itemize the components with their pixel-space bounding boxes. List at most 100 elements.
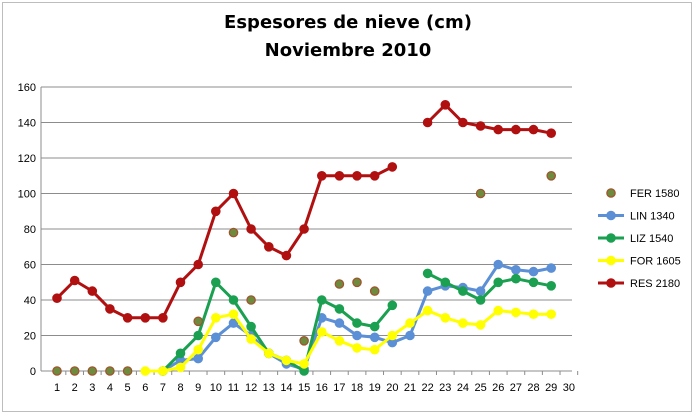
point-res-2180-day-17 [334,171,345,181]
x-tick-label-3: 3 [89,382,95,394]
point-res-2180-day-12 [246,224,256,234]
point-liz-1540-day-26 [493,277,503,288]
point-res-2180-day-16 [316,171,327,181]
y-tick-label-20: 20 [24,331,36,343]
point-liz-1540-day-10 [211,277,221,288]
point-lin-1340-day-29 [546,263,556,273]
point-for-1605-day-15 [299,359,309,369]
x-tick-label-19: 19 [369,382,381,394]
x-tick-label-17: 17 [333,382,345,394]
point-for-1605-day-6 [140,366,151,376]
point-for-1605-day-17 [334,335,345,346]
point-res-2180-day-13 [263,242,274,252]
point-res-2180-day-3 [87,286,98,296]
x-tick-label-29: 29 [545,382,557,394]
grid-lines [41,86,572,336]
x-tick-label-4: 4 [107,382,113,394]
series-line-for-1605 [145,309,552,373]
point-for-1605-day-7 [158,366,168,376]
point-for-1605-day-20 [387,330,398,341]
point-res-2180-day-25 [475,121,486,131]
legend-marker-lin-1340 [606,210,616,221]
x-tick-label-9: 9 [195,382,201,394]
x-tick-label-22: 22 [422,382,434,394]
point-for-1605-day-14 [281,355,292,366]
point-res-2180-day-29 [546,128,556,138]
x-tick-label-7: 7 [160,382,166,394]
y-tick-label-40: 40 [24,295,36,307]
point-lin-1340-day-21 [405,330,415,341]
point-liz-1540-day-29 [546,280,556,291]
point-liz-1540-day-12 [246,321,256,332]
point-lin-1340-day-19 [369,332,380,343]
point-lin-1340-day-27 [511,264,521,275]
y-tick-label-160: 160 [18,82,36,94]
x-tick-label-2: 2 [72,382,78,394]
x-tick-label-25: 25 [474,382,486,394]
point-res-2180-day-4 [105,304,115,314]
point-for-1605-day-29 [546,309,556,319]
point-res-2180-day-7 [158,312,168,323]
x-tick-label-27: 27 [510,382,522,394]
point-for-1605-day-19 [369,344,380,355]
point-liz-1540-day-17 [334,304,345,314]
point-res-2180-day-8 [175,277,186,288]
point-lin-1340-day-26 [493,259,503,270]
y-tick-label-80: 80 [24,224,36,236]
point-for-1605-day-25 [475,320,486,330]
point-lin-1340-day-25 [475,286,486,296]
point-fer-1580-day-5 [122,366,133,376]
point-liz-1540-day-9 [193,330,203,341]
point-for-1605-day-11 [228,309,239,319]
point-for-1605-day-28 [528,309,539,319]
x-tick-label-16: 16 [316,382,328,394]
point-res-2180-day-26 [493,124,503,135]
point-res-2180-day-23 [440,100,451,110]
series-for-1605 [140,305,556,376]
series-line-res-2180 [55,165,393,320]
point-liz-1540-day-18 [352,318,362,328]
point-fer-1580-day-12 [246,295,256,305]
x-tick-label-10: 10 [210,382,222,394]
point-fer-1580-day-3 [87,366,98,376]
series-layer [52,100,556,376]
x-tick-label-1: 1 [54,382,60,394]
point-lin-1340-day-9 [193,353,203,364]
point-res-2180-day-5 [122,312,133,323]
point-fer-1580-day-17 [334,279,345,289]
point-liz-1540-day-23 [440,277,451,288]
point-res-2180-day-10 [211,206,221,217]
series-fer-1580 [52,171,556,376]
x-tick-label-30: 30 [563,382,575,394]
point-for-1605-day-24 [458,318,468,328]
point-fer-1580-day-11 [228,227,239,238]
x-tick-label-15: 15 [298,382,310,394]
legend-marker-liz-1540 [606,233,616,243]
legend-marker-for-1605 [606,255,616,266]
x-tick-label-13: 13 [263,382,275,394]
x-tick-label-6: 6 [142,382,148,394]
point-for-1605-day-18 [352,343,362,353]
point-fer-1580-day-4 [105,366,115,376]
y-tick-label-60: 60 [24,260,36,272]
point-res-2180-day-22 [422,117,433,128]
point-liz-1540-day-8 [175,348,186,359]
legend-label-res-2180: RES 2180 [630,278,680,290]
legend-label-lin-1340: LIN 1340 [630,211,675,223]
point-for-1605-day-21 [405,318,415,328]
point-fer-1580-day-15 [299,335,309,346]
legend-label-for-1605: FOR 1605 [630,256,681,268]
point-for-1605-day-23 [440,312,451,323]
point-liz-1540-day-25 [475,295,486,305]
point-res-2180-day-19 [369,171,380,181]
y-tick-label-100: 100 [18,189,36,201]
point-for-1605-day-27 [511,307,521,318]
point-for-1605-day-22 [422,305,433,316]
point-res-2180-day-2 [69,275,80,286]
point-lin-1340-day-10 [211,332,221,343]
point-res-2180-day-24 [458,117,468,128]
point-liz-1540-day-28 [528,277,539,288]
point-res-2180-day-9 [193,259,203,270]
legend: FER 1580 LIN 1340 LIZ 1540 FOR 1605 RES 2180 [598,188,681,290]
point-liz-1540-day-27 [511,273,521,284]
